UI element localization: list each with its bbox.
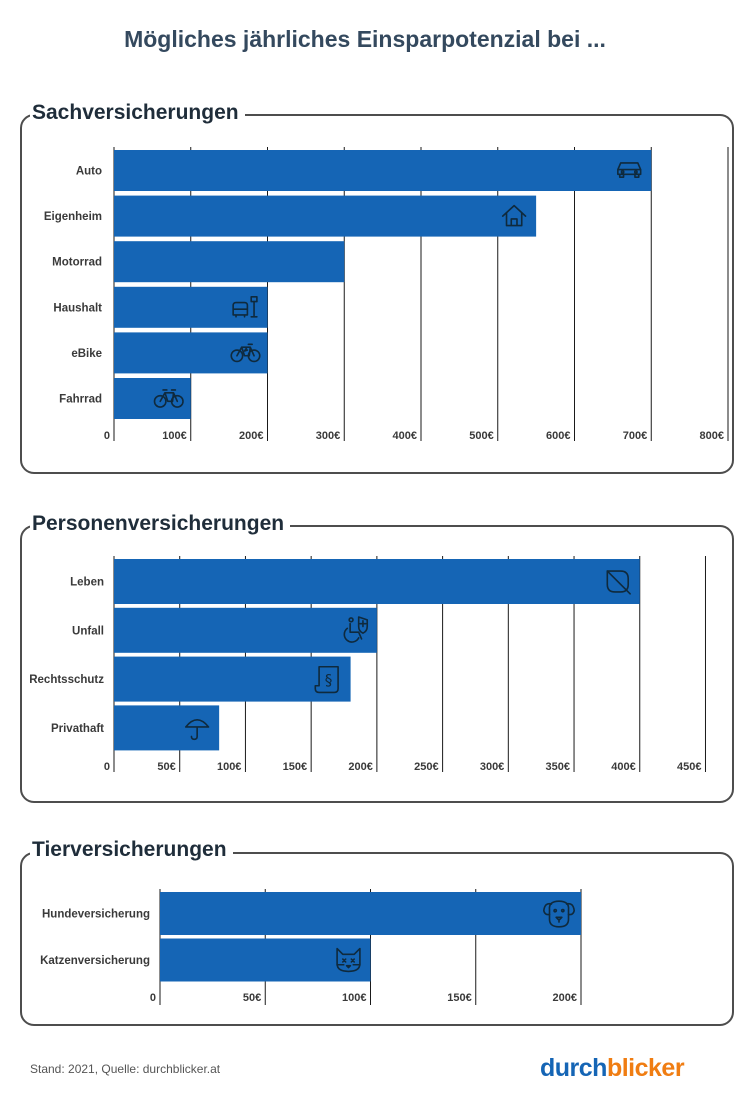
category-label: eBike [71,348,102,360]
ebike-icon [230,343,261,363]
tick-label: 300€ [480,761,504,773]
tick-label: 200€ [348,761,372,773]
logo-part-durch: durch [540,1054,607,1082]
tick-label: 250€ [414,761,438,773]
panel-title-personenversicherungen: Personenversicherungen [30,512,291,536]
tick-label: 100€ [162,430,186,442]
bar-motorrad [114,241,345,283]
source-footer: Stand: 2021, Quelle: durchblicker.at [30,1062,221,1076]
bar-privathaft [114,705,220,751]
page-title: Mögliches jährliches Einsparpotenzial be… [124,26,606,52]
tick-label: 200€ [239,430,263,442]
panel-sachversicherungen [20,114,734,474]
dog-icon [542,900,576,928]
tick-label: 600€ [546,430,570,442]
panel-title-sachversicherungen: Sachversicherungen [30,101,245,125]
panel-personenversicherungen [20,525,734,803]
panel-tierversicherungen [20,852,734,1026]
bicycle-icon [153,389,184,408]
tick-label: 450€ [677,761,701,773]
tick-label: 800€ [700,430,724,442]
durchblicker-logo: durchblicker [540,1054,685,1083]
house-icon [501,204,527,227]
category-label: Privathaft [51,723,104,735]
bar-hundeversicherung [160,892,581,935]
tick-label: 150€ [447,992,471,1004]
tick-label: 500€ [469,430,493,442]
tick-label: 50€ [243,992,261,1004]
armchair-lamp-icon [232,296,258,318]
tick-label: 0 [104,761,110,773]
category-label: Fahrrad [59,394,102,406]
category-label: Unfall [72,625,104,637]
bar-haushalt [114,286,268,328]
tick-label: 0 [104,430,110,442]
bar-rechtsschutz [114,656,351,702]
tick-label: 400€ [393,430,417,442]
cat-icon [336,947,361,973]
tick-label: 700€ [623,430,647,442]
tick-label: 100€ [342,992,366,1004]
car-icon [617,162,642,178]
category-label: Hundeversicherung [42,909,150,921]
category-label: Motorrad [52,257,102,269]
leaf-icon [606,570,631,595]
tick-label: 0 [150,992,156,1004]
tick-label: 200€ [553,992,577,1004]
category-label: Eigenheim [44,211,102,223]
tick-label: 150€ [283,761,307,773]
bar-unfall [114,607,377,653]
bar-katzenversicherung [160,938,371,982]
tick-label: 300€ [316,430,340,442]
logo-part-blicker: blicker [606,1054,685,1082]
tick-label: 100€ [217,761,241,773]
umbrella-icon [184,719,210,741]
category-label: Leben [70,577,104,589]
bar-fahrrad [114,378,191,419]
tick-label: 400€ [611,761,635,773]
bar-leben [114,559,640,604]
bar-auto [114,150,652,191]
category-label: Haushalt [53,302,102,314]
paragraph-scroll-icon: § [314,665,339,694]
tick-label: 50€ [157,761,175,773]
category-label: Auto [76,166,102,178]
category-label: Rechtsschutz [29,674,104,686]
category-label: Katzenversicherung [40,955,150,967]
panel-title-tierversicherungen: Tierversicherungen [30,838,233,862]
bar-eigenheim [114,195,537,237]
tick-label: 350€ [546,761,570,773]
svg-text:§: § [325,671,333,689]
wheelchair-shield-icon [343,616,369,643]
